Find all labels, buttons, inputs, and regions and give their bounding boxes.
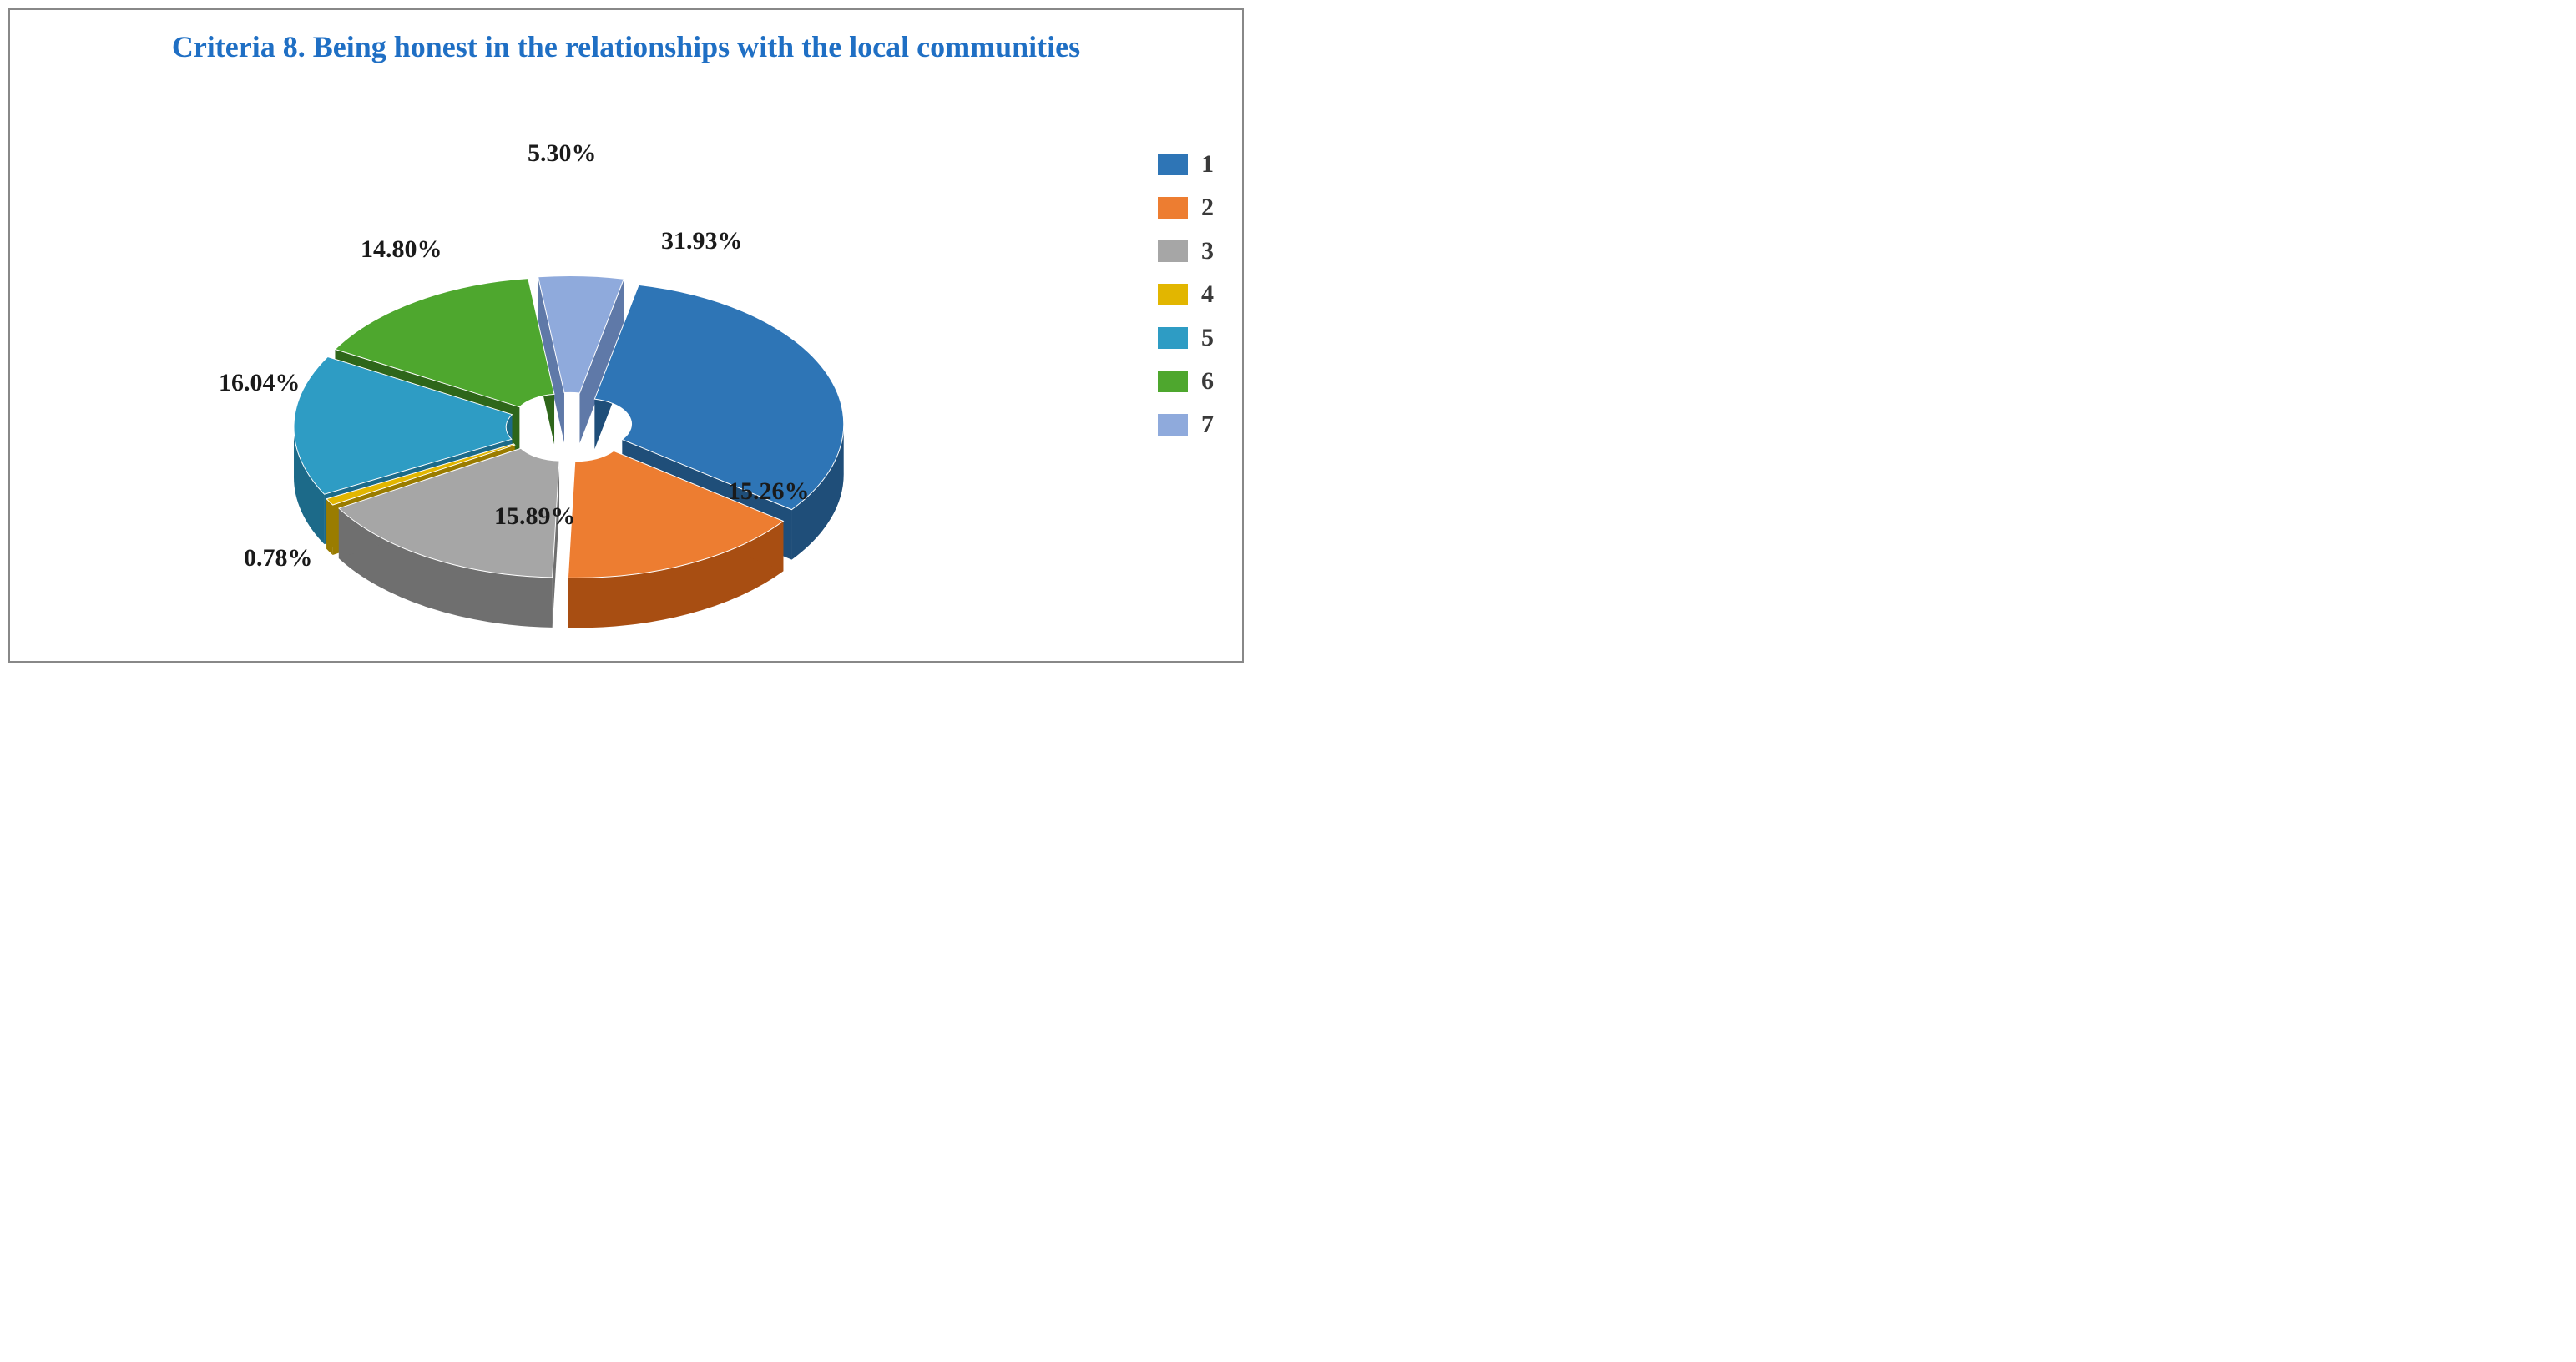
legend-label-3: 3 [1201, 237, 1214, 265]
legend-item-6: 6 [1158, 367, 1214, 396]
legend-swatch-1 [1158, 154, 1188, 175]
chart-area [10, 119, 1242, 661]
legend-label-7: 7 [1201, 411, 1214, 439]
legend-swatch-6 [1158, 371, 1188, 392]
legend-label-2: 2 [1201, 194, 1214, 222]
legend-swatch-5 [1158, 327, 1188, 349]
slice-label-3: 15.89% [494, 502, 576, 531]
legend-item-5: 5 [1158, 324, 1214, 352]
slice-label-2: 15.26% [728, 477, 810, 506]
legend-label-4: 4 [1201, 280, 1214, 309]
legend-item-4: 4 [1158, 280, 1214, 309]
legend-swatch-2 [1158, 197, 1188, 219]
legend-swatch-3 [1158, 240, 1188, 262]
legend-item-1: 1 [1158, 150, 1214, 179]
legend-swatch-4 [1158, 284, 1188, 305]
slice-label-7: 5.30% [528, 139, 597, 168]
legend-item-7: 7 [1158, 411, 1214, 439]
legend-label-5: 5 [1201, 324, 1214, 352]
pie-3d [227, 235, 912, 703]
slice-label-6: 14.80% [361, 235, 442, 264]
chart-title: Criteria 8. Being honest in the relation… [134, 28, 1119, 66]
legend: 1 2 3 4 5 6 7 [1158, 135, 1214, 454]
legend-swatch-7 [1158, 414, 1188, 436]
chart-frame: Criteria 8. Being honest in the relation… [8, 8, 1244, 663]
slice-label-1: 31.93% [661, 227, 743, 255]
slice-label-4: 0.78% [244, 544, 313, 573]
legend-item-3: 3 [1158, 237, 1214, 265]
legend-item-2: 2 [1158, 194, 1214, 222]
legend-label-1: 1 [1201, 150, 1214, 179]
legend-label-6: 6 [1201, 367, 1214, 396]
slice-label-5: 16.04% [219, 369, 301, 397]
